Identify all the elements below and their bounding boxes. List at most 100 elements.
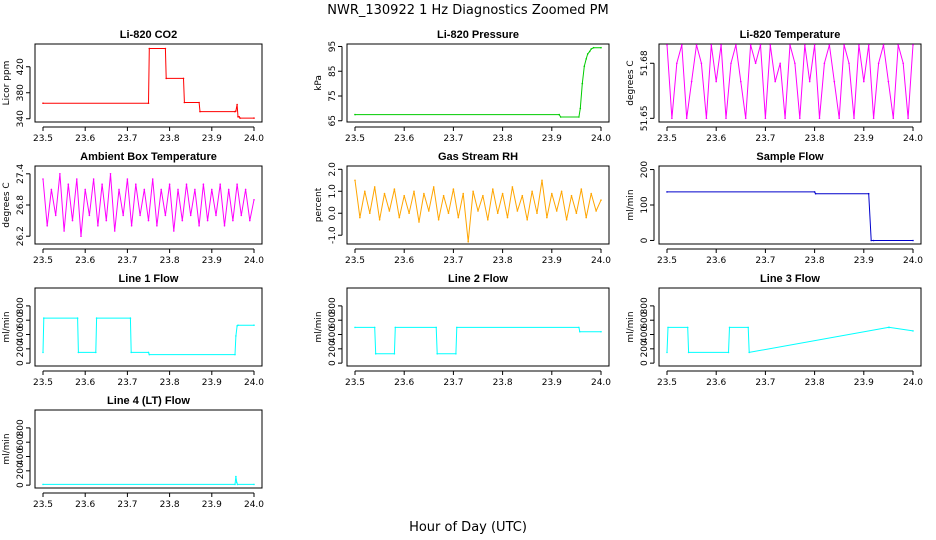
panel-1: Li-820 CO2 23.5 23.6 23.7 23.8 23.9 24.0 340 380… xyxy=(2,29,264,144)
data-point xyxy=(130,351,132,354)
data-point xyxy=(730,62,732,65)
data-point xyxy=(769,44,772,46)
data-point xyxy=(705,117,708,120)
data-point xyxy=(95,351,97,354)
panel-title: Li-820 CO2 xyxy=(120,29,177,41)
data-point xyxy=(867,192,870,195)
data-point xyxy=(423,192,425,195)
data-point xyxy=(789,44,791,46)
data-point xyxy=(457,216,460,219)
data-point xyxy=(148,47,151,50)
x-tick-label: 23.5 xyxy=(345,256,365,266)
data-point xyxy=(199,110,201,113)
data-point xyxy=(408,212,410,214)
data-point xyxy=(600,46,602,49)
data-point xyxy=(198,101,200,104)
data-series xyxy=(667,191,913,241)
data-point xyxy=(88,214,91,217)
data-point xyxy=(173,230,175,232)
data-point xyxy=(764,117,767,120)
data-point xyxy=(383,192,386,195)
data-point xyxy=(447,212,450,214)
data-point xyxy=(570,194,573,197)
data-point xyxy=(858,44,860,46)
data-point xyxy=(354,326,356,329)
data-point xyxy=(235,475,237,478)
plot-frame xyxy=(346,43,610,123)
data-point xyxy=(244,188,247,191)
data-point xyxy=(907,117,909,120)
y-tick-label: 600 xyxy=(16,433,26,450)
data-point xyxy=(897,44,899,46)
data-point xyxy=(139,214,141,217)
data-point xyxy=(43,317,45,319)
data-point xyxy=(239,117,241,119)
data-point xyxy=(477,210,479,212)
y-tick-label: 800 xyxy=(16,419,26,436)
data-point xyxy=(354,179,356,182)
y-tick-label: 0 xyxy=(328,360,338,366)
data-point xyxy=(472,190,474,193)
x-tick-label: 23.7 xyxy=(117,134,137,144)
data-point xyxy=(482,194,484,197)
data-point xyxy=(84,188,86,191)
data-point xyxy=(728,326,731,329)
data-series xyxy=(43,48,254,119)
data-point xyxy=(436,353,439,355)
data-point xyxy=(546,216,548,219)
x-tick-label: 23.5 xyxy=(33,256,53,266)
data-point xyxy=(902,62,904,65)
data-point xyxy=(237,116,239,118)
data-point xyxy=(113,230,116,232)
figure-x-axis-label: Hour of Day (UTC) xyxy=(409,520,527,535)
y-axis-label: degrees C xyxy=(2,182,12,227)
panel-title: Gas Stream RH xyxy=(438,151,518,163)
data-point xyxy=(198,225,200,227)
data-point xyxy=(666,351,668,354)
y-tick-label: 340 xyxy=(16,110,26,127)
y-tick-label: 800 xyxy=(328,297,338,314)
x-tick-label: 24.0 xyxy=(244,256,264,266)
x-tick-label: 23.7 xyxy=(443,134,463,144)
data-point xyxy=(249,219,251,222)
data-point xyxy=(681,44,683,46)
data-point xyxy=(147,102,150,104)
y-axis-label: degrees C xyxy=(626,60,636,105)
panel-8: Line 2 Flow 23.5 23.6 23.7 23.8 23.9 24.0 0 2004… xyxy=(314,273,611,388)
panel-title: Line 2 Flow xyxy=(448,273,508,285)
data-point xyxy=(541,179,543,182)
y-tick-label: -1.0 xyxy=(328,226,338,244)
y-tick-label: 85 xyxy=(328,66,338,77)
data-point xyxy=(536,212,538,214)
y-tick-label: 27.4 xyxy=(16,164,26,184)
data-point xyxy=(600,199,602,201)
data-point xyxy=(238,116,240,118)
plot-frame xyxy=(34,165,263,245)
x-tick-label: 23.9 xyxy=(854,256,874,266)
data-point xyxy=(42,178,44,180)
x-tick-label: 23.5 xyxy=(33,500,53,510)
data-point xyxy=(101,183,103,185)
data-point xyxy=(585,58,587,60)
data-point xyxy=(388,210,391,212)
y-tick-label: 200 xyxy=(640,161,650,178)
data-point xyxy=(526,219,528,221)
data-point xyxy=(165,77,167,80)
data-point xyxy=(235,335,237,337)
data-point xyxy=(435,326,438,329)
y-tick-label: 380 xyxy=(16,84,26,101)
data-point xyxy=(804,44,806,46)
data-point xyxy=(234,353,236,356)
data-point xyxy=(215,214,217,217)
x-tick-label: 23.5 xyxy=(33,378,53,388)
data-point xyxy=(219,183,221,185)
y-axis-label: Licor ppm xyxy=(2,61,12,106)
x-tick-label: 24.0 xyxy=(903,256,923,266)
panel-2: Li-820 Pressure 23.5 23.6 23.7 23.8 23.9 24.0 6… xyxy=(314,29,611,144)
data-point xyxy=(77,351,80,354)
y-tick-label: 2.0 xyxy=(328,162,338,177)
x-tick-label: 23.6 xyxy=(394,378,414,388)
data-point xyxy=(685,117,688,120)
data-point xyxy=(727,351,730,354)
